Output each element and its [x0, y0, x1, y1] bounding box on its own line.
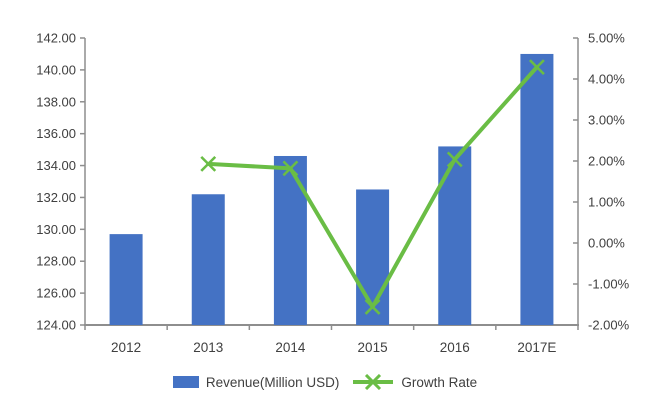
growth-rate-marker — [282, 160, 299, 177]
y-left-tick-label: 132.00 — [36, 190, 76, 205]
growth-rate-marker — [364, 299, 381, 315]
y-right-tick-label: 0.00% — [588, 236, 625, 251]
revenue-bar — [438, 146, 472, 325]
y-right-tick-label: -2.00% — [588, 318, 630, 333]
revenue-bar — [273, 155, 307, 325]
x-axis-label: 2013 — [193, 340, 223, 355]
y-left-tick-label: 130.00 — [36, 222, 76, 237]
y-left-tick-label: 142.00 — [36, 31, 76, 46]
growth-rate-marker — [200, 155, 217, 172]
x-axis-label: 2012 — [111, 340, 141, 355]
y-right-tick-label: 4.00% — [588, 72, 625, 87]
y-left-tick-label: 126.00 — [36, 286, 76, 301]
x-axis-label: 2017E — [517, 340, 556, 355]
legend: Revenue(Million USD) Growth Rate — [0, 374, 650, 390]
y-left-tick-label: 138.00 — [36, 94, 76, 109]
revenue-bar — [191, 194, 225, 325]
y-left-tick-label: 140.00 — [36, 62, 76, 77]
y-left-tick-label: 124.00 — [36, 318, 76, 333]
y-right-tick-label: 2.00% — [588, 154, 625, 169]
legend-label-revenue: Revenue(Million USD) — [205, 374, 340, 390]
revenue-bar — [109, 234, 143, 325]
y-left-tick-label: 134.00 — [36, 158, 76, 173]
y-right-tick-label: 5.00% — [588, 31, 625, 46]
legend-item-revenue: Revenue(Million USD) — [172, 374, 340, 390]
x-axis-label: 2016 — [440, 340, 470, 355]
y-right-tick-label: 1.00% — [588, 195, 625, 210]
y-right-tick-label: -1.00% — [588, 277, 630, 292]
growth-rate-marker — [528, 59, 545, 76]
revenue-bar — [520, 53, 554, 325]
revenue-bar — [356, 189, 390, 325]
legend-item-growth-rate: Growth Rate — [352, 374, 477, 390]
x-axis-label: 2014 — [275, 340, 306, 355]
x-axis-label: 2015 — [358, 340, 388, 355]
revenue-swatch-icon — [172, 376, 199, 388]
y-right-tick-label: 3.00% — [588, 113, 625, 128]
growth-rate-marker — [446, 151, 463, 168]
y-left-tick-label: 136.00 — [36, 126, 76, 141]
y-left-tick-label: 128.00 — [36, 254, 76, 269]
legend-label-growth-rate: Growth Rate — [401, 374, 478, 390]
growth-rate-marker-icon — [353, 374, 394, 390]
